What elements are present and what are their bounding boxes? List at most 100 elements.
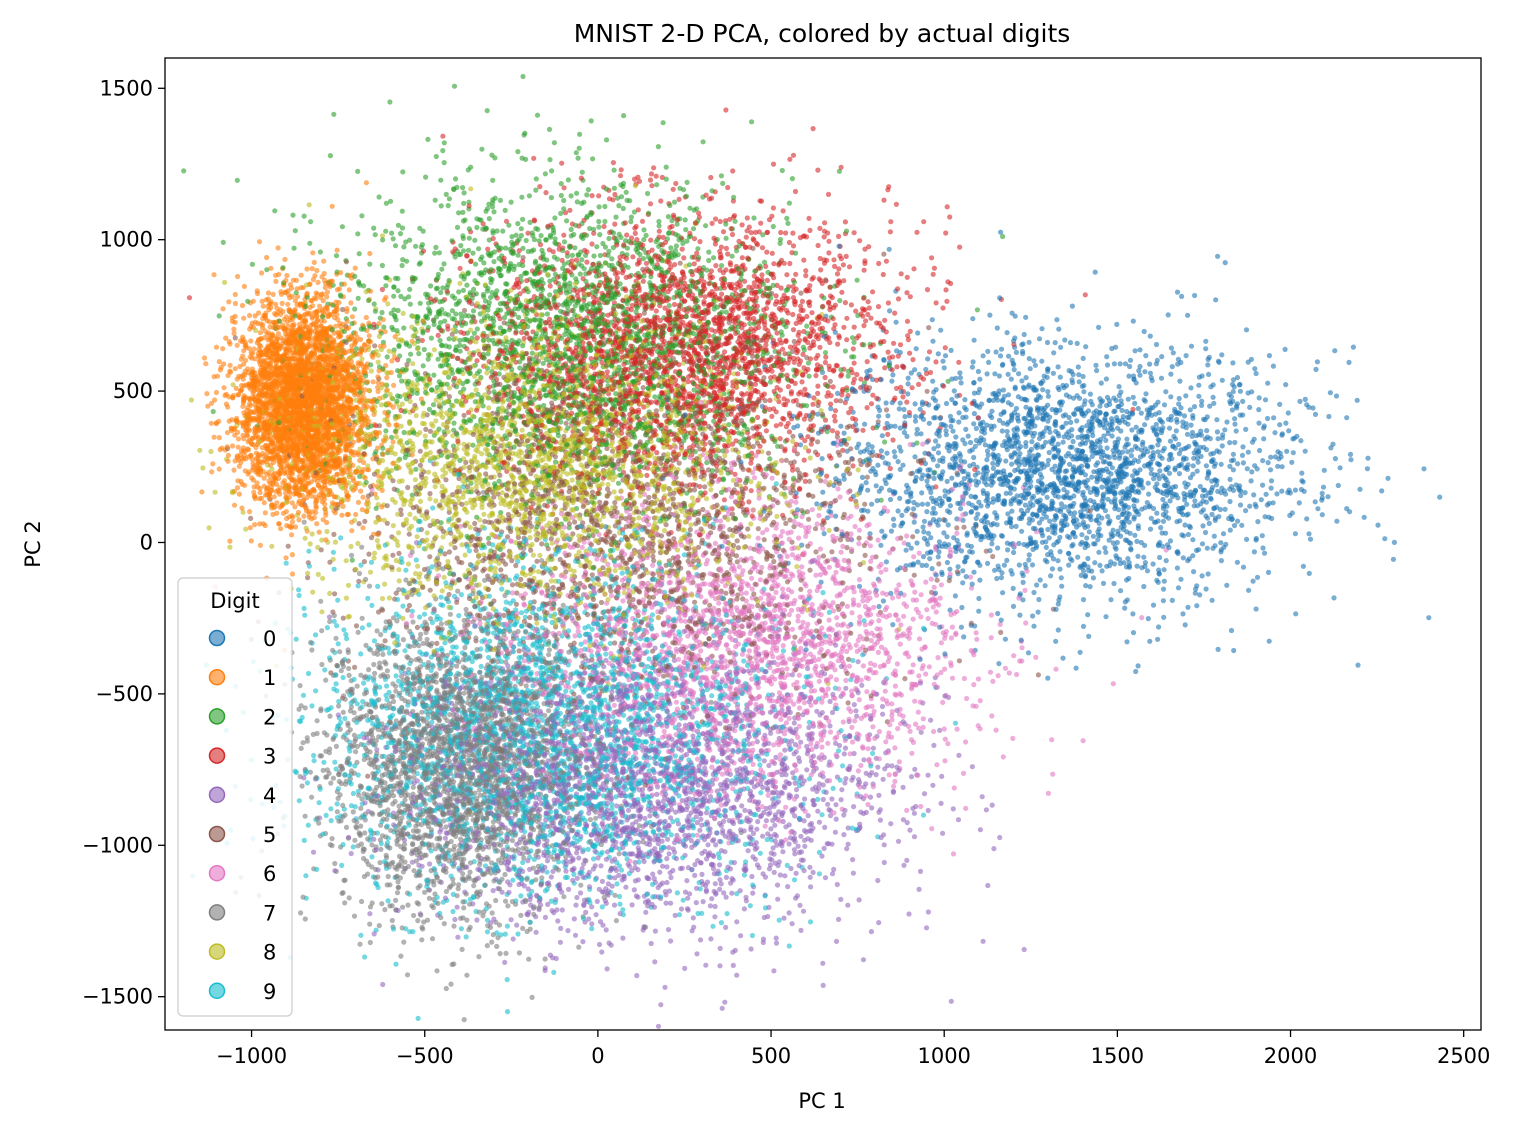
data-point-digit-2 <box>596 224 602 230</box>
data-point-digit-0 <box>957 370 963 376</box>
data-point-digit-2 <box>575 155 581 161</box>
data-point-digit-6 <box>817 546 824 552</box>
data-point-digit-4 <box>983 807 990 813</box>
data-point-digit-0 <box>905 375 911 381</box>
data-point-digit-8 <box>658 406 664 412</box>
data-point-digit-6 <box>846 565 852 571</box>
data-point-digit-8 <box>535 569 542 575</box>
data-point-digit-3 <box>942 345 948 351</box>
data-point-digit-0 <box>971 421 977 427</box>
data-point-digit-0 <box>1289 459 1295 465</box>
data-point-digit-0 <box>1334 518 1340 524</box>
data-point-digit-1 <box>236 491 242 497</box>
data-point-digit-2 <box>518 273 524 279</box>
data-point-digit-0 <box>833 513 839 519</box>
data-point-digit-0 <box>1176 451 1182 457</box>
data-point-digit-1 <box>210 461 216 467</box>
data-point-digit-4 <box>722 999 728 1005</box>
data-point-digit-2 <box>291 245 297 251</box>
data-point-digit-0 <box>1331 595 1337 601</box>
data-point-digit-0 <box>945 522 951 528</box>
data-point-digit-0 <box>985 560 991 567</box>
data-point-digit-9 <box>358 562 364 568</box>
data-point-digit-1 <box>321 270 327 277</box>
data-point-digit-2 <box>643 232 649 238</box>
data-point-digit-0 <box>1105 513 1111 520</box>
data-point-digit-9 <box>296 592 302 599</box>
data-point-digit-9 <box>384 683 390 689</box>
data-point-digit-2 <box>443 191 449 197</box>
data-point-digit-8 <box>468 186 474 192</box>
data-point-digit-6 <box>729 549 735 555</box>
data-point-digit-0 <box>912 478 918 484</box>
data-point-digit-0 <box>1126 373 1132 379</box>
data-point-digit-4 <box>820 796 826 803</box>
data-point-digit-0 <box>1081 389 1087 395</box>
data-point-digit-0 <box>879 433 885 439</box>
data-point-digit-4 <box>678 906 685 912</box>
data-point-digit-0 <box>1319 490 1325 496</box>
data-point-digit-0 <box>997 353 1004 359</box>
data-point-digit-6 <box>963 805 969 812</box>
data-point-digit-3 <box>790 311 796 318</box>
data-point-digit-3 <box>464 253 470 259</box>
data-point-digit-2 <box>882 439 888 445</box>
data-point-digit-7 <box>613 918 620 924</box>
data-point-digit-3 <box>743 234 749 240</box>
data-point-digit-2 <box>210 408 216 415</box>
data-point-digit-6 <box>850 597 857 603</box>
data-point-digit-6 <box>572 633 578 639</box>
data-point-digit-0 <box>1154 510 1160 516</box>
data-point-digit-0 <box>1188 422 1194 428</box>
data-point-digit-2 <box>401 325 407 331</box>
data-point-digit-2 <box>392 243 399 249</box>
data-point-digit-2 <box>479 146 485 152</box>
data-point-digit-0 <box>1135 663 1141 669</box>
data-point-digit-0 <box>1319 512 1325 518</box>
data-point-digit-0 <box>1012 467 1018 474</box>
data-point-digit-8 <box>327 590 333 597</box>
data-point-digit-4 <box>842 780 848 786</box>
data-point-digit-3 <box>823 354 829 360</box>
data-point-digit-9 <box>870 750 876 757</box>
data-point-digit-6 <box>1006 670 1012 676</box>
data-point-digit-0 <box>1188 385 1194 391</box>
data-point-digit-3 <box>673 180 679 187</box>
data-point-digit-6 <box>1049 737 1055 743</box>
data-point-digit-4 <box>748 946 754 952</box>
data-point-digit-2 <box>558 181 564 187</box>
data-point-digit-2 <box>606 235 612 242</box>
data-point-digit-0 <box>1251 492 1257 498</box>
data-point-digit-2 <box>420 363 426 369</box>
data-point-digit-8 <box>569 477 575 483</box>
data-point-digit-0 <box>1283 382 1289 388</box>
data-point-digit-7 <box>331 612 337 619</box>
data-point-digit-9 <box>311 752 317 759</box>
data-point-digit-3 <box>851 360 857 366</box>
data-point-digit-6 <box>661 728 667 735</box>
data-point-digit-7 <box>351 913 358 919</box>
data-point-digit-0 <box>1017 591 1023 597</box>
data-point-digit-2 <box>433 153 439 160</box>
data-point-digit-2 <box>432 250 438 256</box>
data-point-digit-0 <box>1250 578 1256 584</box>
data-point-digit-0 <box>1122 361 1129 367</box>
data-point-digit-4 <box>850 870 857 876</box>
data-point-digit-5 <box>483 471 489 477</box>
data-point-digit-9 <box>311 758 317 764</box>
data-point-digit-0 <box>943 400 950 407</box>
data-point-digit-0 <box>1075 554 1081 560</box>
data-point-digit-6 <box>807 588 813 595</box>
data-point-digit-8 <box>486 405 492 411</box>
data-point-digit-1 <box>216 466 222 472</box>
data-point-digit-0 <box>879 528 885 534</box>
data-point-digit-2 <box>585 187 592 193</box>
data-point-digit-0 <box>1256 407 1262 413</box>
data-point-digit-2 <box>628 214 635 220</box>
data-point-digit-4 <box>979 794 985 800</box>
data-point-digit-2 <box>576 145 582 151</box>
data-point-digit-0 <box>1057 566 1063 572</box>
data-point-digit-6 <box>898 622 904 628</box>
data-point-digit-6 <box>773 589 779 596</box>
